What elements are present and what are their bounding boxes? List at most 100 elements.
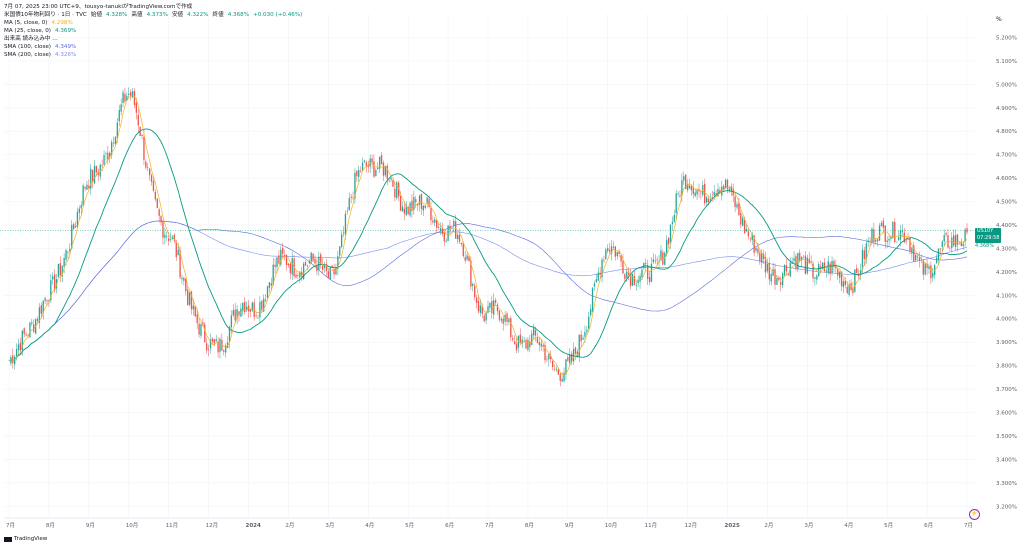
close-value: 4.368% <box>227 11 250 18</box>
candle-body <box>578 334 580 358</box>
candle-body <box>597 272 599 281</box>
candle-body <box>72 223 75 230</box>
candle-body <box>154 191 157 200</box>
candle-body <box>523 340 525 342</box>
candle-body <box>930 265 932 279</box>
candle-body <box>491 301 493 314</box>
candle-body <box>852 287 854 294</box>
candle-body <box>608 249 611 252</box>
candle-body <box>654 260 656 262</box>
candle-body <box>21 330 23 350</box>
open-label: 始値 <box>90 11 103 18</box>
tradingview-logo[interactable]: TradingView <box>4 536 47 542</box>
candle-body <box>177 249 179 256</box>
y-tick-label: 3.900% <box>996 340 1017 346</box>
candle-body <box>59 263 61 276</box>
candle-body <box>194 305 196 317</box>
symbol-row[interactable]: 米国債10年物利回り · 1日 · TVC 始値 4.328% 高値 4.373… <box>4 11 302 19</box>
candle-body <box>928 266 930 269</box>
indicator-name[interactable]: SMA (100, close) <box>4 43 51 50</box>
x-tick-label: 10月 <box>126 522 139 529</box>
candle-body <box>878 225 881 241</box>
candle-body <box>800 257 803 261</box>
y-tick-label: 3.200% <box>996 504 1017 510</box>
candle-body <box>179 250 181 278</box>
candle-body <box>838 272 841 278</box>
candle-body <box>84 187 86 189</box>
candle-body <box>821 262 824 269</box>
lightning-icon[interactable]: ⚡ <box>969 509 980 520</box>
candle-body <box>464 257 466 261</box>
candle-body <box>124 93 126 102</box>
candle-body <box>63 257 65 267</box>
indicator-sma200[interactable]: SMA (200, close) 4.326% <box>4 51 302 59</box>
candle-body <box>297 275 299 276</box>
candle-body <box>871 228 873 242</box>
candle-body <box>840 271 843 287</box>
indicator-ma5[interactable]: MA (5, close, 0) 4.298% <box>4 19 302 27</box>
candle-body <box>101 165 103 167</box>
x-tick-label: 4月 <box>844 522 853 529</box>
candle-body <box>896 241 898 243</box>
candle-body <box>55 279 58 289</box>
candle-body <box>498 310 501 320</box>
y-tick-label: 5.000% <box>996 82 1017 88</box>
indicator-ma25[interactable]: MA (25, close, 0) 4.369% <box>4 27 302 35</box>
candle-body <box>582 337 584 340</box>
candle-body <box>723 185 725 190</box>
candle-body <box>740 212 742 225</box>
candle-body <box>751 233 753 241</box>
candle-body <box>344 213 347 235</box>
candle-body <box>128 93 130 95</box>
indicator-sma100[interactable]: SMA (100, close) 4.349% <box>4 43 302 51</box>
indicator-volume[interactable]: 出来高 読み込み中 … <box>4 35 302 43</box>
candle-body <box>730 186 732 192</box>
candle-body <box>340 234 343 247</box>
candle-body <box>572 349 575 362</box>
candle-body <box>371 158 373 163</box>
candle-body <box>477 300 480 312</box>
candle-body <box>551 360 554 368</box>
candle-body <box>548 353 550 360</box>
candle-body <box>892 221 894 238</box>
candle-body <box>943 235 945 242</box>
candle-body <box>238 311 240 316</box>
indicator-name[interactable]: MA (5, close, 0) <box>4 19 48 26</box>
candle-body <box>825 270 828 272</box>
candle-body <box>323 263 326 268</box>
candle-body <box>158 209 160 216</box>
candle-body <box>206 343 208 351</box>
candle-body <box>266 286 269 298</box>
candle-body <box>375 169 377 176</box>
candle-body <box>631 273 634 286</box>
candle-body <box>875 239 877 242</box>
candle-body <box>924 263 926 275</box>
high-value: 4.373% <box>146 11 168 18</box>
candle-body <box>553 368 556 370</box>
candle-body <box>17 344 20 351</box>
candle-body <box>550 355 552 360</box>
candle-body <box>897 237 900 240</box>
candle-body <box>685 174 687 190</box>
candle-body <box>365 162 368 166</box>
symbol-name[interactable]: 米国債10年物利回り · 1日 · TVC <box>4 11 87 18</box>
candle-body <box>584 332 586 337</box>
indicator-name[interactable]: MA (25, close, 0) <box>4 27 51 34</box>
candle-body <box>289 263 291 274</box>
y-tick-label: 5.100% <box>996 59 1017 65</box>
candle-body <box>428 198 430 207</box>
candle-body <box>245 306 248 311</box>
indicator-name[interactable]: SMA (200, close) <box>4 51 51 58</box>
candle-body <box>160 216 162 223</box>
candle-body <box>337 256 339 269</box>
indicator-name[interactable]: 出来高 読み込み中 … <box>4 35 58 42</box>
candle-body <box>542 345 544 347</box>
candle-body <box>156 198 158 209</box>
ma25-path <box>8 128 968 362</box>
candle-body <box>673 215 675 222</box>
indicator-value: 4.298% <box>51 19 73 26</box>
candle-body <box>280 249 282 265</box>
candle-body <box>753 235 755 253</box>
candle-body <box>200 324 202 336</box>
